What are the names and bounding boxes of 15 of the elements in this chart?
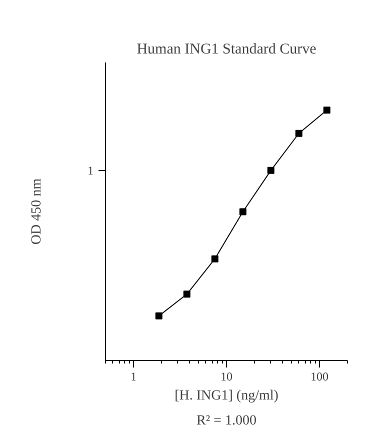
point xyxy=(323,106,330,114)
point xyxy=(155,312,162,320)
point xyxy=(295,130,302,137)
point xyxy=(211,255,218,262)
point xyxy=(239,208,246,216)
y-axis-title: OD 450 nm xyxy=(30,178,44,245)
x-tick-label: 100 xyxy=(310,370,329,384)
x-axis-title: [H. ING1] (ng/ml) xyxy=(174,388,279,404)
text: 1 xyxy=(88,163,94,178)
point xyxy=(267,166,274,174)
chart-title: Human ING1 Standard Curve xyxy=(136,42,317,58)
point xyxy=(183,290,190,298)
x-tick-label: 1 xyxy=(130,370,136,384)
text: R² = 1.000 xyxy=(196,414,256,428)
x-tick-label: 10 xyxy=(220,370,232,384)
